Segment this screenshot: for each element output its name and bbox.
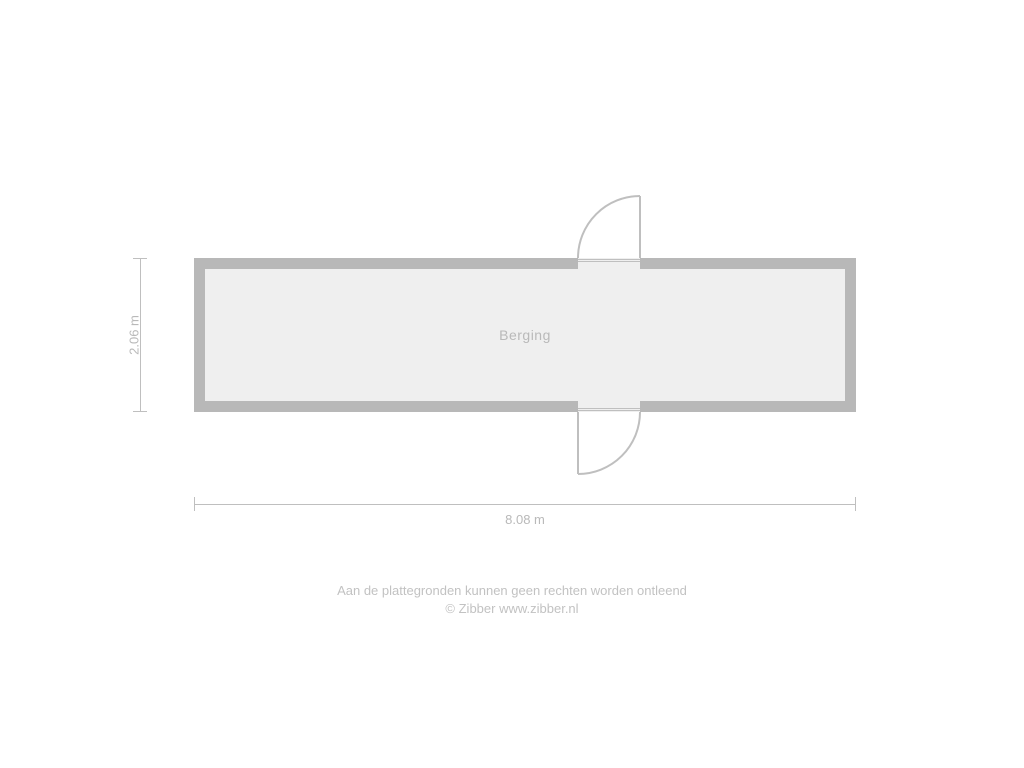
dimension-cap bbox=[855, 497, 856, 511]
footer-disclaimer: Aan de plattegronden kunnen geen rechten… bbox=[337, 582, 687, 617]
dimension-label-width: 8.08 m bbox=[505, 512, 545, 527]
door-swing-arc-bottom bbox=[577, 411, 641, 475]
dimension-cap bbox=[133, 258, 147, 259]
door-swing-arc-top bbox=[577, 195, 641, 259]
dimension-cap bbox=[133, 411, 147, 412]
dimension-stroke bbox=[194, 504, 856, 505]
door-threshold-line bbox=[578, 259, 640, 262]
door-opening-top bbox=[578, 258, 640, 269]
footer-line1: Aan de plattegronden kunnen geen rechten… bbox=[337, 582, 687, 600]
room-floor: Berging bbox=[205, 269, 845, 401]
dimension-cap bbox=[194, 497, 195, 511]
footer-line2: © Zibber www.zibber.nl bbox=[337, 600, 687, 618]
floorplan-stage: Berging 2.06 m 8.08 m Aan de plattegrond… bbox=[0, 0, 1024, 768]
room-label: Berging bbox=[499, 327, 551, 343]
dimension-label-height: 2.06 m bbox=[126, 315, 141, 355]
